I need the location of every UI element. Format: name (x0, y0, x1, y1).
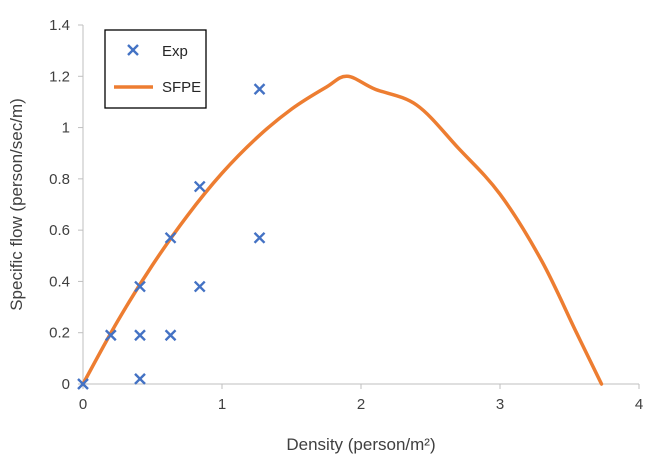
exp-point (253, 231, 266, 244)
x-tick-label: 4 (635, 396, 643, 413)
y-tick-label: 1.4 (49, 17, 70, 34)
exp-point (77, 378, 89, 390)
x-tick-label: 0 (79, 396, 87, 413)
y-tick-labels: 0 0.2 0.4 0.6 0.8 1 1.2 1.4 (49, 17, 83, 393)
exp-point (104, 329, 117, 342)
x-tick-label: 1 (218, 396, 226, 413)
plot-area: 0 1 2 3 4 0 0.2 0.4 0.6 0.8 1 1.2 1.4 (49, 17, 643, 413)
exp-point (134, 280, 146, 293)
y-tick-label: 0 (62, 376, 70, 393)
y-tick-label: 0.2 (49, 325, 70, 342)
sfpe-curve (81, 74, 604, 386)
legend-sfpe-label: SFPE (162, 79, 201, 96)
x-axis-title: Density (person/m²) (286, 435, 435, 454)
exp-point (134, 329, 146, 342)
x-tick-labels: 0 1 2 3 4 (79, 384, 643, 413)
x-tick-label: 3 (496, 396, 504, 413)
exp-point (193, 180, 206, 193)
legend-exp-marker (127, 44, 139, 56)
y-tick-label: 1.2 (49, 68, 70, 85)
y-tick-label: 1 (62, 120, 70, 137)
x-tick-label: 2 (357, 396, 365, 413)
exp-point (193, 280, 206, 293)
y-tick-label: 0.4 (49, 273, 70, 290)
legend-exp-label: Exp (162, 43, 188, 60)
exp-point (253, 83, 266, 95)
y-axis-title: Specific flow (person/sec/m) (7, 98, 26, 311)
exp-point (134, 373, 146, 385)
exp-series (77, 83, 266, 390)
legend-box (104, 29, 207, 109)
legend: Exp SFPE (104, 29, 207, 109)
y-tick-label: 0.8 (49, 171, 70, 188)
exp-point (164, 231, 177, 244)
exp-point (164, 329, 177, 342)
sfpe-series (81, 74, 604, 386)
y-tick-label: 0.6 (49, 222, 70, 239)
